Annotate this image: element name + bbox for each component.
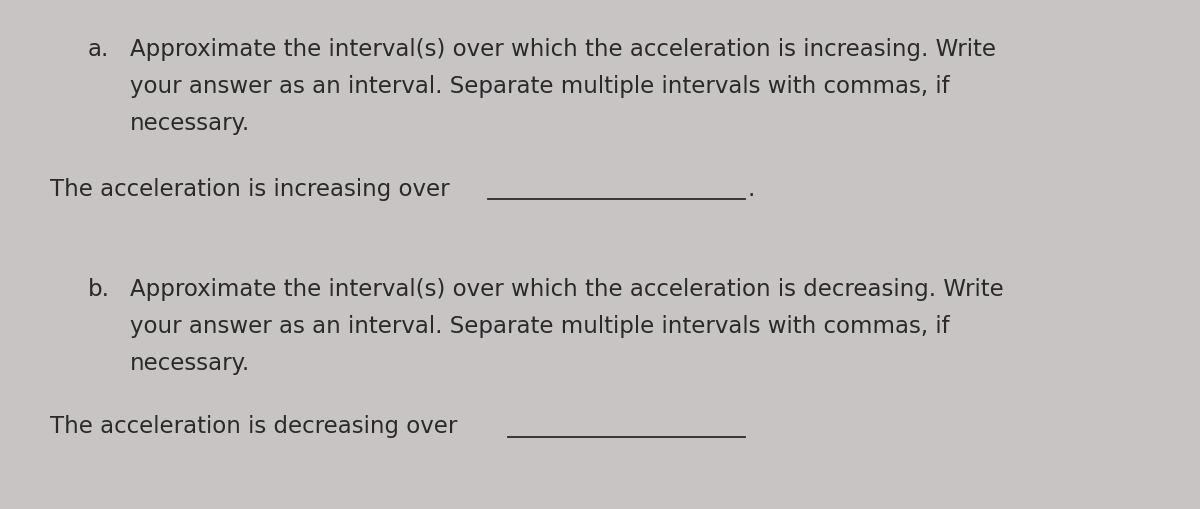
- Text: necessary.: necessary.: [130, 112, 251, 135]
- Text: a.: a.: [88, 38, 109, 61]
- Text: The acceleration is increasing over: The acceleration is increasing over: [50, 178, 450, 201]
- Text: The acceleration is decreasing over: The acceleration is decreasing over: [50, 414, 457, 437]
- Text: b.: b.: [88, 277, 110, 300]
- Text: Approximate the interval(s) over which the acceleration is decreasing. Write: Approximate the interval(s) over which t…: [130, 277, 1003, 300]
- Text: your answer as an interval. Separate multiple intervals with commas, if: your answer as an interval. Separate mul…: [130, 75, 949, 98]
- Text: Approximate the interval(s) over which the acceleration is increasing. Write: Approximate the interval(s) over which t…: [130, 38, 996, 61]
- Text: your answer as an interval. Separate multiple intervals with commas, if: your answer as an interval. Separate mul…: [130, 315, 949, 337]
- Text: necessary.: necessary.: [130, 351, 251, 374]
- Text: .: .: [748, 178, 755, 201]
